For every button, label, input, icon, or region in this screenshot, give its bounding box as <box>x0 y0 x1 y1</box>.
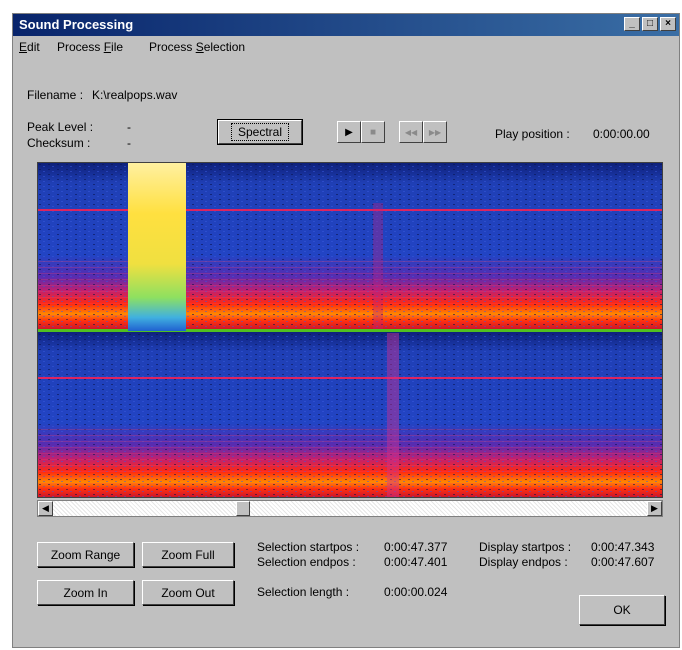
menu-process-file[interactable]: Process File <box>57 40 123 54</box>
horizontal-scrollbar[interactable]: ◀ ▶ <box>37 500 663 517</box>
scroll-left-arrow-icon[interactable]: ◀ <box>38 501 53 516</box>
menu-process-selection-pre: Process <box>149 40 196 54</box>
menu-process-file-rest: ile <box>111 40 124 54</box>
rewind-icon[interactable]: ◀◀ <box>399 121 423 143</box>
display-endpos-value: 0:00:47.607 <box>591 555 655 569</box>
menu-bar: Edit Process File Process Selection <box>13 38 679 56</box>
menu-edit-mnemonic: E <box>19 40 28 54</box>
ok-button[interactable]: OK <box>579 595 665 625</box>
selection-endpos-label: Selection endpos : <box>257 555 356 569</box>
selection-startpos-value: 0:00:47.377 <box>384 540 448 554</box>
selection-length-value: 0:00:00.024 <box>384 585 448 599</box>
scroll-thumb[interactable] <box>236 501 250 516</box>
zoom-in-button[interactable]: Zoom In <box>37 580 134 605</box>
fast-forward-icon[interactable]: ▶▶ <box>423 121 447 143</box>
minimize-icon[interactable]: _ <box>624 17 640 31</box>
zoom-range-button[interactable]: Zoom Range <box>37 542 134 567</box>
menu-process-selection[interactable]: Process Selection <box>149 40 245 54</box>
menu-process-selection-rest: election <box>203 40 246 54</box>
checksum-value: - <box>127 136 131 150</box>
spectrogram-display[interactable] <box>37 162 663 498</box>
menu-process-selection-mnemonic: S <box>195 40 204 54</box>
selection-endpos-value: 0:00:47.401 <box>384 555 448 569</box>
display-startpos-label: Display startpos : <box>479 540 572 554</box>
maximize-icon[interactable]: □ <box>642 17 658 31</box>
spectrogram-svg <box>38 163 662 497</box>
play-position-label: Play position : <box>495 127 570 141</box>
menu-process-file-pre: Process <box>57 40 104 54</box>
sound-processing-window: Sound Processing _ □ × Edit Process File… <box>12 13 680 648</box>
peak-level-value: - <box>127 120 131 134</box>
selection-length-label: Selection length : <box>257 585 350 599</box>
zoom-full-button[interactable]: Zoom Full <box>142 542 234 567</box>
checksum-label: Checksum : <box>27 136 91 150</box>
filename-value: K:\realpops.wav <box>92 88 178 102</box>
window-title: Sound Processing <box>19 17 134 32</box>
zoom-out-button[interactable]: Zoom Out <box>142 580 234 605</box>
spectral-button-label: Spectral <box>230 123 290 141</box>
peak-level-label: Peak Level : <box>27 120 94 134</box>
menu-edit-rest: dit <box>27 40 40 54</box>
spectral-button[interactable]: Spectral <box>217 119 303 145</box>
menu-process-file-mnemonic: F <box>103 40 112 54</box>
play-icon[interactable]: ▶ <box>337 121 361 143</box>
title-bar[interactable]: Sound Processing _ □ × <box>13 14 679 36</box>
display-startpos-value: 0:00:47.343 <box>591 540 655 554</box>
filename-label: Filename : <box>27 88 84 102</box>
play-position-value: 0:00:00.00 <box>593 127 650 141</box>
stop-icon[interactable]: ■ <box>361 121 385 143</box>
close-icon[interactable]: × <box>660 17 676 31</box>
scroll-right-arrow-icon[interactable]: ▶ <box>647 501 662 516</box>
display-endpos-label: Display endpos : <box>479 555 568 569</box>
selection-startpos-label: Selection startpos : <box>257 540 360 554</box>
menu-edit[interactable]: Edit <box>19 40 40 54</box>
